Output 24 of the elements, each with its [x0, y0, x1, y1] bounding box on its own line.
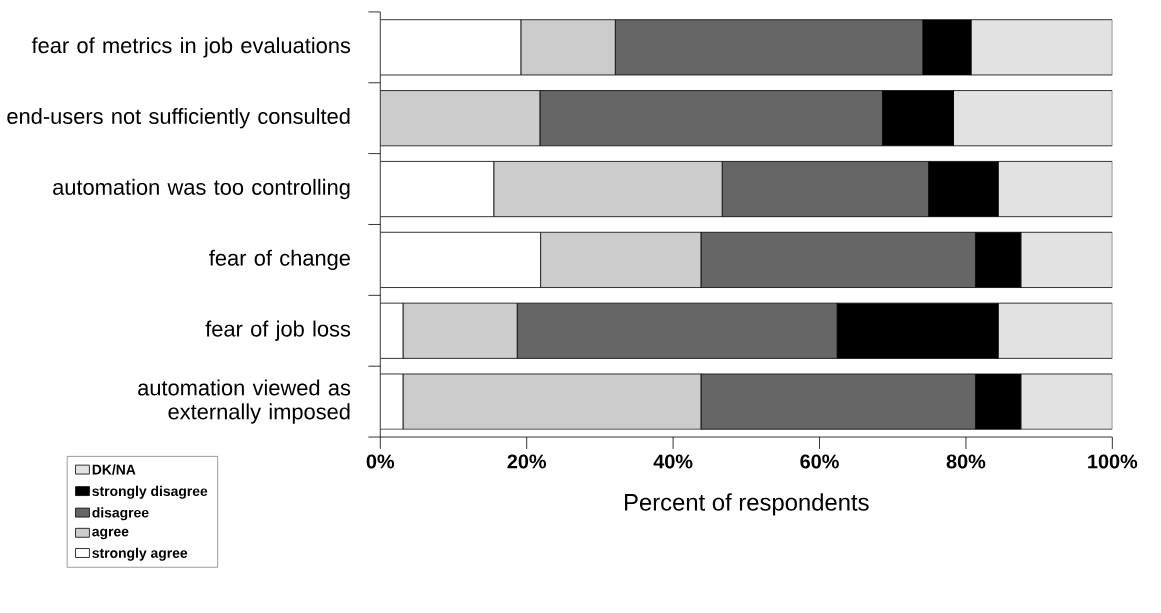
x-axis-title: Percent of respondents: [625, 493, 869, 516]
bar: [1020, 373, 1113, 430]
legend-label: disagree: [92, 507, 149, 521]
legend-label: strongly agree: [92, 547, 188, 561]
x-tick-label: 80%: [946, 454, 986, 469]
x-tick-label: 0%: [366, 454, 395, 469]
y-tick-label: automation viewed as externally imposed: [138, 379, 351, 424]
x-tick-label: 60%: [800, 454, 839, 469]
y-tick-label: fear of change: [209, 249, 350, 271]
bar: [970, 19, 1113, 76]
y-tick-label: automation was too controlling: [53, 178, 350, 200]
x-tick-label: 20%: [507, 454, 547, 469]
legend-label: DK/NA: [92, 464, 136, 475]
legend-label: agree: [92, 528, 129, 540]
y-tick-label: end-users not sufficiently consulted: [7, 108, 350, 129]
bar: [1020, 231, 1113, 289]
y-tick-label: fear of job loss: [205, 320, 351, 342]
bar: [953, 90, 1113, 147]
bar: [997, 161, 1113, 218]
x-tick-label: 100%: [1088, 454, 1138, 469]
x-tick-label: 40%: [653, 454, 693, 469]
bar: [997, 302, 1113, 359]
y-tick-label: fear of metrics in job evaluations: [31, 37, 351, 58]
legend-label: strongly disagree: [92, 485, 208, 499]
